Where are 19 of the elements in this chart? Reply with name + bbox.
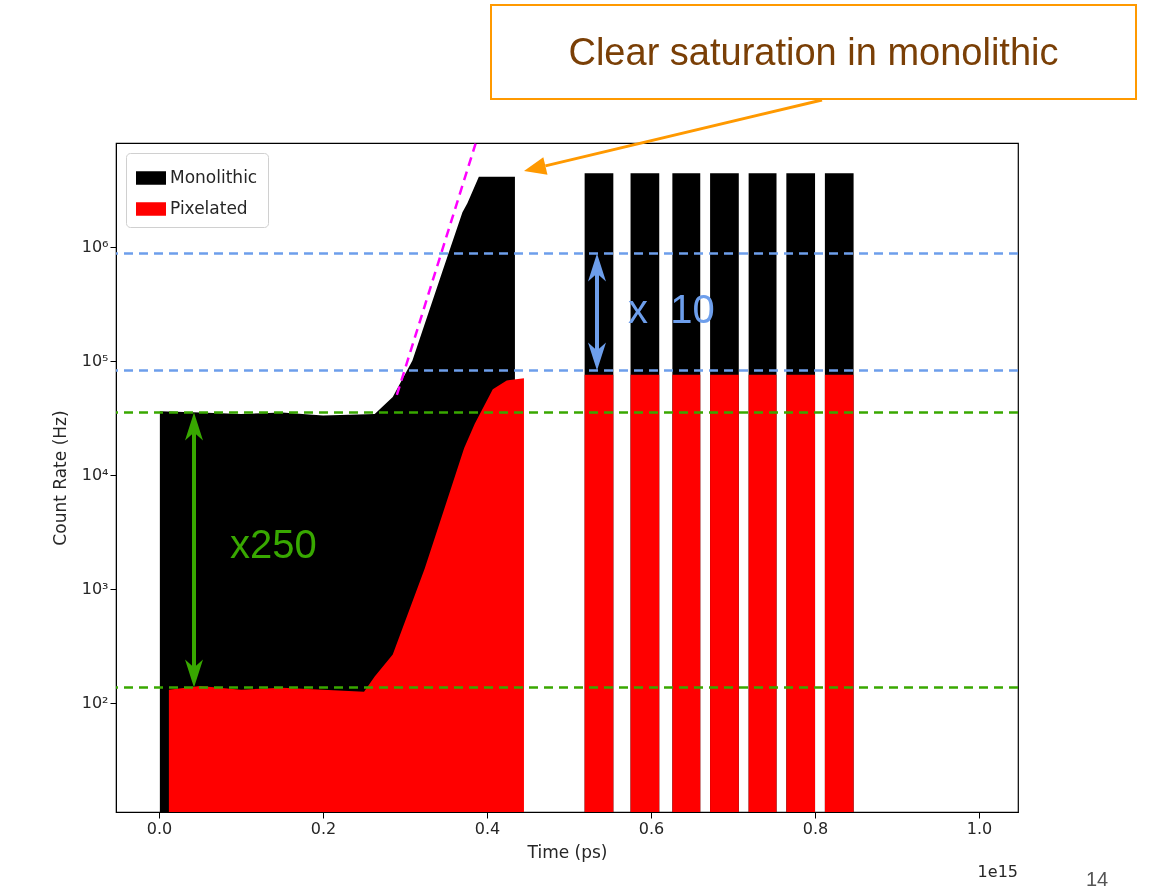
x-tick-label: 1.0 (966, 818, 993, 838)
x-axis-title: Time (ps) (526, 841, 608, 862)
y-tick-label: 10⁵ (81, 351, 109, 371)
y-tick-label: 10⁶ (81, 237, 109, 257)
y-tick-label: 10⁴ (81, 465, 109, 485)
legend-label: Pixelated (170, 198, 248, 218)
annotation: x250 (230, 522, 317, 567)
x-tick-label: 0.4 (474, 818, 501, 838)
callout-box: Clear saturation in monolithic (490, 4, 1137, 100)
x-tick-label: 0.0 (146, 818, 173, 838)
x-tick-label: 0.2 (310, 818, 337, 838)
y-axis-title: Count Rate (Hz) (49, 410, 70, 546)
legend-label: Monolithic (170, 167, 258, 187)
text: 1e15 (977, 862, 1018, 881)
x-tick-label: 0.6 (638, 818, 665, 838)
y-tick-label: 10² (81, 693, 109, 713)
x-tick-label: 0.8 (802, 818, 829, 838)
text: 14 (1086, 868, 1109, 891)
y-tick-label: 10³ (81, 579, 109, 599)
